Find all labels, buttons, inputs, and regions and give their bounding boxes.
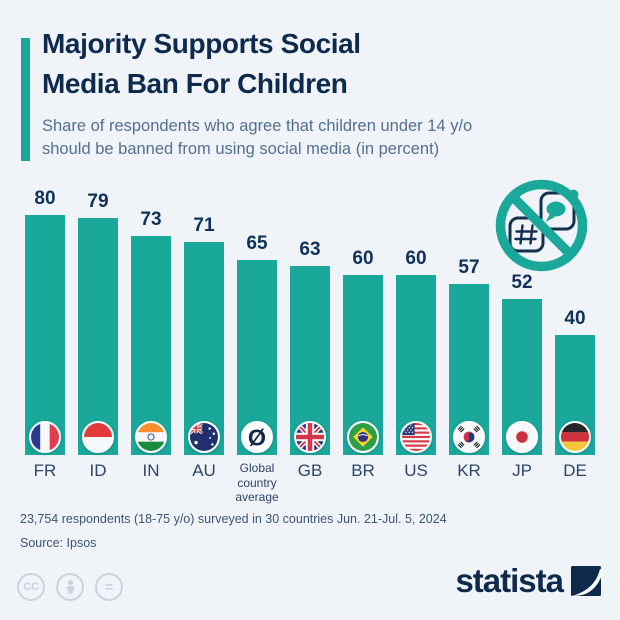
bar-value-id: 79: [87, 191, 109, 212]
bar-value-br: 60: [352, 248, 374, 269]
flag-in-icon: [135, 421, 167, 453]
category-label-de: DE: [563, 461, 587, 480]
category-label-jp: JP: [512, 461, 532, 480]
bar-au: [184, 242, 224, 455]
bar-value-global: 65: [246, 233, 268, 254]
chart-subtitle: Share of respondents who agree that chil…: [42, 115, 472, 161]
title-line-2: Media Ban For Children: [42, 68, 348, 99]
page-title: Majority Supports Social Media Ban For C…: [42, 24, 361, 104]
subtitle-line-2: should be banned from using social media…: [42, 140, 440, 158]
category-label-au: AU: [192, 461, 216, 480]
survey-note: 23,754 respondents (18-75 y/o) surveyed …: [20, 512, 447, 526]
bar-value-gb: 63: [299, 239, 321, 260]
bar-value-au: 71: [193, 215, 215, 236]
flag-br-icon: [347, 421, 379, 453]
bar-value-kr: 57: [458, 257, 480, 278]
flag-fr-icon: [29, 421, 61, 453]
no-social-media-icon: [494, 178, 589, 273]
statista-logo-mark-icon: [571, 565, 601, 596]
bar-value-us: 60: [405, 248, 427, 269]
bar-fr: [25, 215, 65, 455]
category-label-kr: KR: [457, 461, 481, 480]
statista-logo-text: statista: [455, 562, 564, 599]
flag-gb-icon: [294, 421, 326, 453]
creative-commons-icon[interactable]: CC: [17, 573, 45, 601]
category-label-in: IN: [142, 461, 160, 480]
bar-value-in: 73: [140, 209, 162, 230]
bar-value-jp: 52: [511, 272, 533, 293]
flag-au-icon: [188, 421, 220, 453]
category-label-br: BR: [351, 461, 375, 480]
flag-kr-icon: [453, 421, 485, 453]
category-label-fr: FR: [33, 461, 57, 480]
bar-id: [78, 218, 118, 455]
attribution-icon[interactable]: [56, 573, 84, 601]
category-label-us: US: [404, 461, 428, 480]
flag-jp-icon: [506, 421, 538, 453]
svg-text:Ø: Ø: [248, 424, 266, 450]
statista-logo[interactable]: statista: [455, 564, 601, 597]
title-line-1: Majority Supports Social: [42, 28, 361, 59]
no-derivatives-icon[interactable]: =: [95, 573, 123, 601]
license-icons: CC =: [17, 573, 123, 601]
category-label-gb: GB: [297, 461, 323, 480]
title-accent-bar: [21, 38, 30, 161]
flag-id-icon: [82, 421, 114, 453]
source-note: Source: Ipsos: [20, 536, 97, 550]
bar-in: [131, 236, 171, 455]
flag-de-icon: [559, 421, 591, 453]
flag-us-icon: [400, 421, 432, 453]
subtitle-line-1: Share of respondents who agree that chil…: [42, 117, 473, 135]
bar-value-fr: 80: [34, 188, 56, 209]
category-label-id: ID: [89, 461, 107, 480]
global-average-icon: Ø: [241, 421, 273, 453]
category-label-global: Global country average: [235, 461, 279, 504]
bar-value-de: 40: [564, 308, 586, 329]
